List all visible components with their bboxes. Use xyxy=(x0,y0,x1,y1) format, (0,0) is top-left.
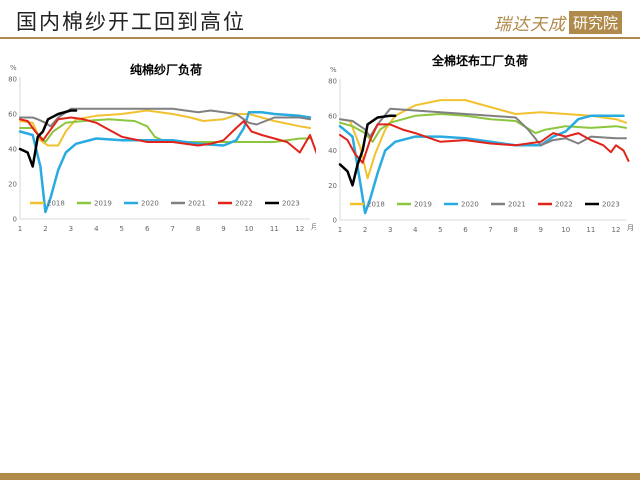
y-tick-label: 80 xyxy=(328,78,337,86)
legend-label-2020: 2020 xyxy=(141,200,159,208)
x-tick-label: 3 xyxy=(69,225,73,233)
legend-label-2021: 2021 xyxy=(188,200,206,208)
y-tick-label: 0 xyxy=(13,216,17,224)
x-tick-label: 8 xyxy=(513,226,517,234)
legend-label-2020: 2020 xyxy=(461,201,479,209)
legend-label-2019: 2019 xyxy=(94,200,112,208)
series-line-2019 xyxy=(19,118,311,143)
series-line-2020 xyxy=(338,114,625,215)
legend-label-2018: 2018 xyxy=(47,200,65,208)
x-tick-label: 11 xyxy=(270,225,279,233)
x-tick-label: 1 xyxy=(18,225,22,233)
x-tick-label: 5 xyxy=(120,225,124,233)
x-tick-label: 6 xyxy=(463,226,468,234)
x-tick-label: 2 xyxy=(363,226,367,234)
legend-label-2023: 2023 xyxy=(602,201,620,209)
title-divider xyxy=(0,37,640,39)
x-tick-label: 2 xyxy=(43,225,47,233)
x-tick-label: 9 xyxy=(538,226,542,234)
y-axis-unit: % xyxy=(330,66,337,74)
series-line-2023 xyxy=(338,114,397,187)
x-tick-label: 4 xyxy=(413,226,418,234)
chart-title: 全棉坯布工厂负荷 xyxy=(431,53,528,68)
y-tick-label: 40 xyxy=(328,147,337,155)
series-line-2018 xyxy=(339,99,627,180)
x-tick-label: 7 xyxy=(488,226,492,234)
legend-label-2022: 2022 xyxy=(555,201,573,209)
series-line-2022 xyxy=(339,123,630,164)
logo: 瑞达天成 研究院 xyxy=(494,10,622,35)
x-tick-label: 1 xyxy=(338,226,342,234)
logo-box: 研究院 xyxy=(568,11,622,34)
x-tick-label: 10 xyxy=(244,225,253,233)
y-tick-label: 40 xyxy=(8,146,17,154)
legend-label-2023: 2023 xyxy=(282,200,300,208)
x-tick-label: 12 xyxy=(612,226,621,234)
series-line-2023 xyxy=(18,109,78,168)
y-axis-unit: % xyxy=(10,64,17,72)
x-tick-label: 11 xyxy=(586,226,595,234)
x-tick-label: 4 xyxy=(94,225,99,233)
x-tick-label: 12 xyxy=(295,225,304,233)
y-tick-label: 20 xyxy=(328,182,337,190)
legend-label-2018: 2018 xyxy=(367,201,385,209)
chart-title: 纯棉纱厂负荷 xyxy=(130,62,202,77)
x-tick-label: 8 xyxy=(196,225,200,233)
y-tick-label: 60 xyxy=(328,112,337,120)
x-tick-label: 10 xyxy=(561,226,570,234)
legend-label-2022: 2022 xyxy=(235,200,253,208)
x-axis-unit: 月 xyxy=(627,224,634,232)
legend-label-2019: 2019 xyxy=(414,201,432,209)
series-line-2022 xyxy=(19,116,316,155)
x-tick-label: 5 xyxy=(438,226,442,234)
x-axis-unit: 月 xyxy=(311,223,316,231)
y-tick-label: 60 xyxy=(8,111,17,119)
series-line-2020 xyxy=(18,111,312,214)
page-title: 国内棉纱开工回到高位 xyxy=(16,10,246,34)
legend-label-2021: 2021 xyxy=(508,201,526,209)
y-tick-label: 20 xyxy=(8,181,17,189)
x-tick-label: 9 xyxy=(221,225,225,233)
x-tick-label: 6 xyxy=(145,225,150,233)
x-tick-label: 7 xyxy=(170,225,174,233)
logo-text: 瑞达天成 xyxy=(493,15,566,35)
footer-bar xyxy=(0,473,640,480)
x-tick-label: 3 xyxy=(388,226,392,234)
y-tick-label: 0 xyxy=(333,217,337,225)
y-tick-label: 80 xyxy=(8,76,17,84)
